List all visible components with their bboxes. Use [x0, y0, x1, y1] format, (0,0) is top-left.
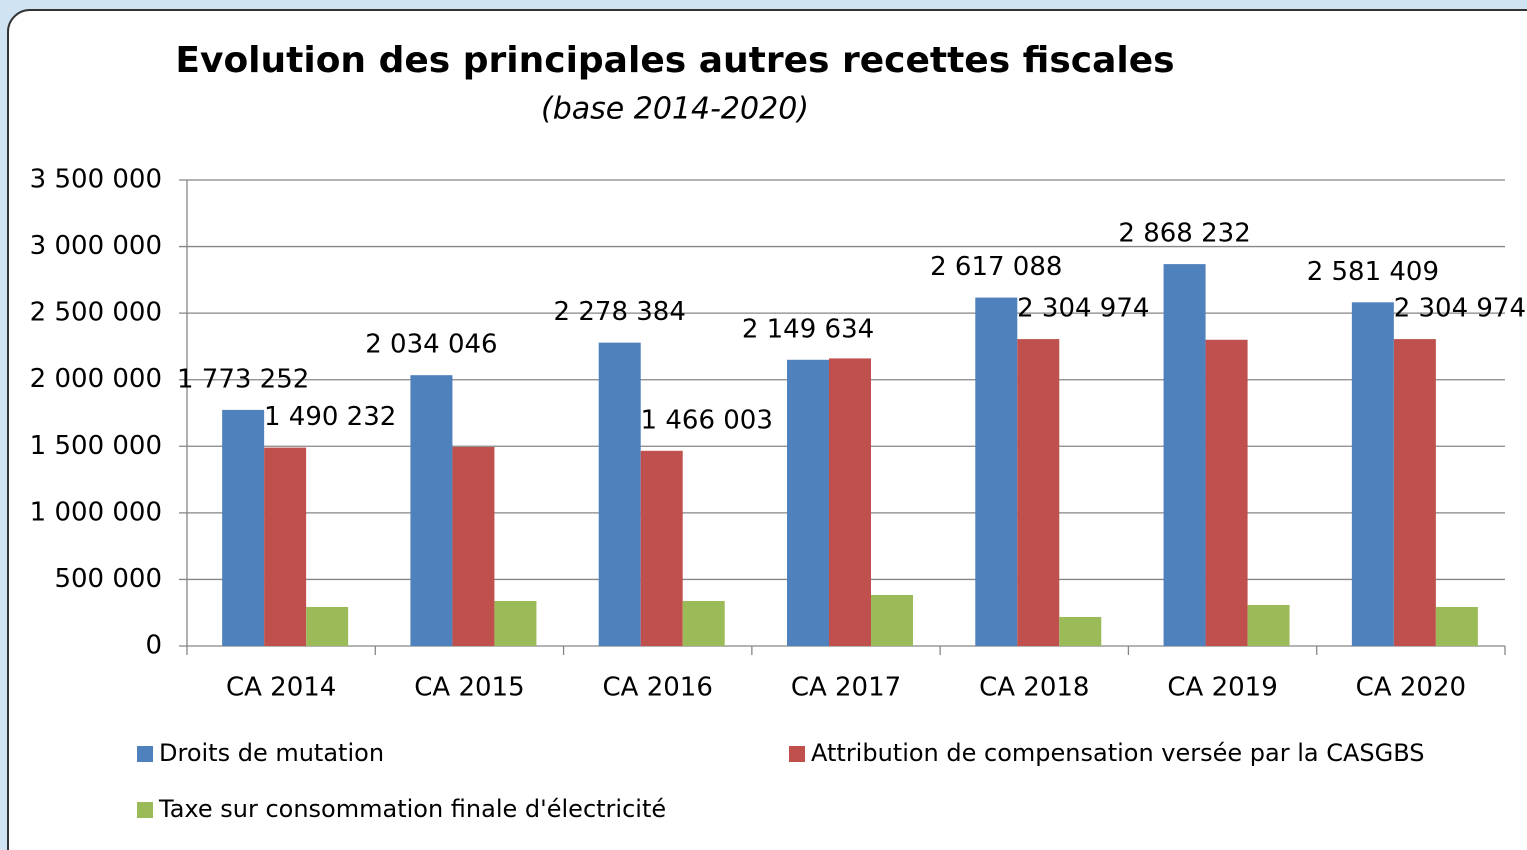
- bar: [682, 600, 725, 646]
- bar: [640, 450, 683, 646]
- legend-label: Attribution de compensation versée par l…: [811, 739, 1425, 767]
- legend-label: Droits de mutation: [159, 739, 384, 767]
- bar: [598, 342, 641, 646]
- y-tick-label: 1 000 000: [30, 497, 162, 527]
- chart-panel: [7, 9, 1527, 850]
- bar: [829, 358, 871, 646]
- data-label: 2 868 232: [1118, 219, 1250, 249]
- y-tick-label: 500 000: [54, 564, 162, 594]
- y-tick-label: 2 500 000: [30, 298, 162, 328]
- bar: [1017, 339, 1060, 646]
- x-tick-label: CA 2014: [226, 673, 336, 703]
- bar: [1435, 606, 1478, 646]
- chart-title: Evolution des principales autres recette…: [175, 40, 1174, 81]
- x-tick-label: CA 2016: [603, 673, 713, 703]
- y-tick-label: 3 000 000: [30, 231, 162, 261]
- bar: [494, 600, 537, 646]
- bar: [222, 409, 265, 646]
- x-tick-label: CA 2018: [979, 673, 1089, 703]
- bar: [787, 359, 829, 646]
- data-label: 2 304 974: [1394, 294, 1526, 324]
- chart-subtitle: (base 2014-2020): [541, 92, 809, 127]
- data-label: 2 278 384: [554, 297, 686, 327]
- data-label: 2 617 088: [930, 252, 1062, 282]
- bar: [1059, 616, 1102, 646]
- x-tick-label: CA 2015: [414, 673, 524, 703]
- bar: [264, 447, 307, 646]
- data-label: 2 149 634: [742, 314, 874, 344]
- bar: [1247, 604, 1290, 646]
- bar: [1205, 339, 1248, 646]
- y-tick-label: 2 000 000: [30, 364, 162, 394]
- bar: [1351, 302, 1394, 646]
- data-label: 2 581 409: [1307, 257, 1439, 287]
- y-tick-label: 3 500 000: [30, 165, 162, 195]
- data-label: 1 466 003: [641, 405, 773, 435]
- data-label: 1 773 252: [177, 364, 309, 394]
- x-tick-label: CA 2017: [791, 673, 901, 703]
- bar: [975, 297, 1018, 646]
- x-tick-label: CA 2020: [1356, 673, 1466, 703]
- legend-label: Taxe sur consommation finale d'électrici…: [158, 795, 666, 823]
- data-label: 2 034 046: [365, 330, 497, 360]
- data-label: 2 304 974: [1017, 294, 1149, 324]
- legend-swatch: [137, 802, 153, 818]
- bar: [410, 375, 453, 646]
- bar: [306, 606, 349, 646]
- x-tick-label: CA 2019: [1167, 673, 1277, 703]
- legend-swatch: [137, 746, 153, 762]
- bar: [1393, 339, 1436, 646]
- bar: [871, 595, 913, 646]
- y-tick-label: 0: [145, 631, 162, 661]
- bar: [452, 446, 495, 646]
- legend-swatch: [789, 746, 805, 762]
- y-tick-label: 1 500 000: [30, 431, 162, 461]
- data-label: 1 490 232: [264, 402, 396, 432]
- bar: [1163, 264, 1206, 646]
